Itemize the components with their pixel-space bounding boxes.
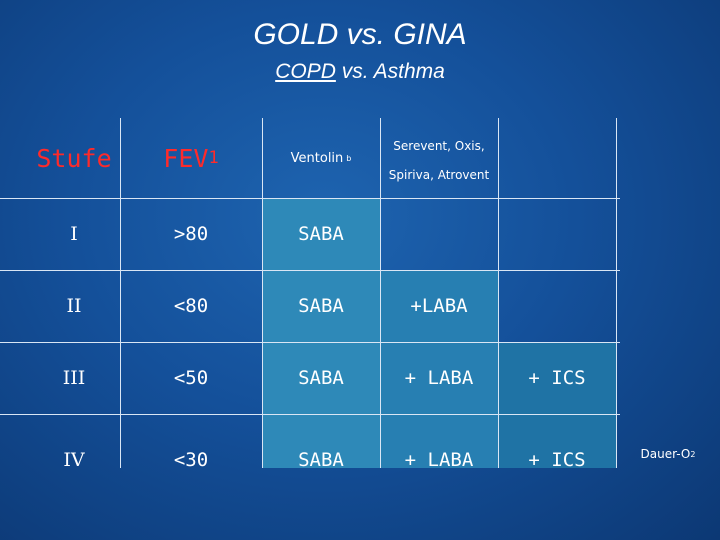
table-row-saba: SABA [298, 449, 344, 471]
table-row-dauer-o2: Dauer-O 2 [616, 414, 720, 494]
table-row-fev: <80 [173, 295, 209, 317]
grid-line [262, 118, 263, 468]
table-row-saba: SABA [298, 295, 344, 317]
table-row-extra [616, 342, 720, 414]
table-row-ics: + ICS [528, 449, 586, 471]
header-fev1: FEV 1 [120, 118, 262, 198]
grid-line [498, 118, 499, 468]
laba-fill [380, 270, 498, 468]
table-row-saba: SABA [298, 223, 344, 245]
table-row-fev: <50 [173, 367, 209, 389]
header-ventolin-text: Ventolin [290, 150, 344, 166]
table-row-stufe: III [62, 367, 86, 389]
table-row-ics [498, 198, 616, 270]
grid-line [0, 414, 620, 415]
table-row-saba: SABA [298, 367, 344, 389]
grid-line [0, 270, 620, 271]
header-ventolin-sub: b [346, 153, 352, 163]
header-fev-text: FEV [163, 143, 209, 173]
dauer-sub: 2 [690, 449, 696, 459]
header-fev-sub: 1 [208, 148, 219, 168]
table-row-laba: + LABA [404, 367, 474, 389]
table-row-ics: + ICS [528, 367, 586, 389]
table-row-extra [616, 270, 720, 342]
table-row-stufe: II [66, 295, 82, 317]
saba-fill [262, 198, 380, 468]
table-row-stufe: IV [63, 449, 85, 471]
table-row-laba [380, 198, 498, 270]
grid-line [380, 118, 381, 468]
header-serevent-line2: Spiriva, Atrovent [388, 167, 490, 182]
table-row-fev: <30 [173, 449, 209, 471]
header-stufe: Stufe [36, 143, 112, 173]
grid-line [0, 342, 620, 343]
grid-line [616, 118, 617, 468]
slide-subtitle: COPD vs. Asthma [0, 60, 720, 84]
grid-line [120, 118, 121, 468]
dauer-text: Dauer-O [640, 447, 691, 461]
header-col5 [498, 118, 616, 198]
header-col6 [616, 118, 720, 198]
header-serevent: Serevent, Oxis, Spiriva, Atrovent [380, 118, 498, 198]
table-row-extra [616, 198, 720, 270]
ics-fill [498, 342, 616, 468]
slide-title: GOLD vs. GINA [253, 18, 467, 51]
table-row-ics [498, 270, 616, 342]
table-row-fev: >80 [173, 223, 209, 245]
table-row-stufe: I [70, 223, 78, 245]
grid-line [0, 198, 620, 199]
table-row-laba: + LABA [404, 449, 474, 471]
header-serevent-line1: Serevent, Oxis, [393, 138, 485, 153]
table-row-laba: +LABA [410, 295, 468, 317]
header-ventolin: Ventolin b [262, 118, 380, 198]
subtitle-copd: COPD [275, 60, 336, 83]
subtitle-asthma: vs. Asthma [335, 60, 445, 83]
